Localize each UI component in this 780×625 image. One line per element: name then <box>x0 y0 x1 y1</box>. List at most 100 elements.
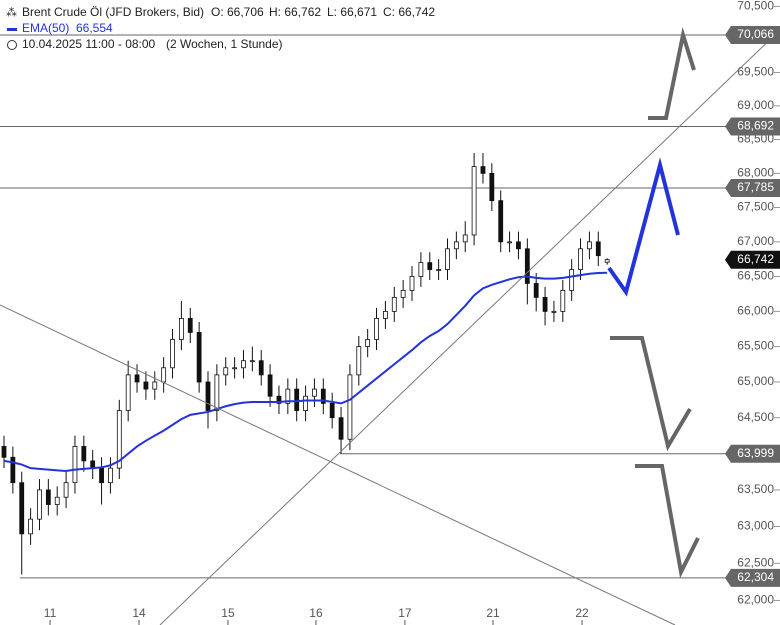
x-tick-label: 22 <box>575 606 589 620</box>
x-tick-label: 14 <box>132 606 146 620</box>
candle-body <box>116 410 122 469</box>
candle-body <box>37 489 42 520</box>
candle-body <box>427 262 433 270</box>
candle-body <box>533 283 539 298</box>
candle-body <box>99 467 104 484</box>
candle-body <box>214 374 220 411</box>
candle-body <box>462 234 468 243</box>
y-tick-label: 62,500 <box>737 556 774 570</box>
candle-body <box>560 290 566 312</box>
projection-arrow <box>648 27 696 120</box>
candle-body <box>507 241 512 244</box>
candle-body <box>19 482 25 535</box>
candle-body <box>81 446 87 462</box>
y-tick-label: 66,000 <box>737 304 774 318</box>
candle-body <box>178 318 184 340</box>
projection-arrow <box>635 464 700 579</box>
candle-body <box>196 332 202 383</box>
trendline <box>159 29 780 625</box>
candle-body <box>294 388 300 411</box>
candle-body <box>187 318 193 333</box>
icon: ⁂ <box>6 7 17 19</box>
x-tick-label: 16 <box>309 606 323 620</box>
candle-body <box>223 367 229 376</box>
candle-body <box>125 374 131 411</box>
level-label: 70,066 <box>737 27 774 41</box>
candle-body <box>383 310 388 319</box>
ema-line <box>3 271 608 473</box>
ohlc-label: C: 66,742 <box>383 5 435 19</box>
candle-body <box>516 241 521 250</box>
legend-label: EMA(50) <box>22 21 69 35</box>
candle-body <box>595 241 601 257</box>
price-labels: 70,066 68,692 67,785 63,999 62,304 66,742 <box>725 25 780 587</box>
candle-body <box>445 248 450 270</box>
level-box <box>725 444 780 463</box>
candle-body <box>241 360 246 369</box>
candle-body <box>249 360 255 363</box>
candle-body <box>63 482 69 498</box>
price-box <box>725 250 780 269</box>
candle-body <box>10 456 16 484</box>
candle-body <box>320 388 326 404</box>
candle-body <box>587 241 592 250</box>
trendline <box>0 304 676 625</box>
y-tick-label: 63,000 <box>737 519 774 533</box>
level-label: 62,304 <box>737 570 774 584</box>
candle-body <box>232 367 238 370</box>
candle-body <box>489 172 495 202</box>
chart-title: Brent Crude Öl (JFD Brokers, Bid) <box>22 5 204 19</box>
clock-icon <box>7 40 17 50</box>
candle-body <box>312 388 317 397</box>
candle-body <box>400 290 406 298</box>
candle-body <box>578 248 583 270</box>
candle-body <box>152 381 158 390</box>
projection-arrow <box>610 336 692 452</box>
candle-body <box>542 297 548 312</box>
candle-body <box>54 496 60 505</box>
legend-swatch <box>7 28 17 31</box>
candle-body <box>374 318 379 340</box>
y-tick-label: 69,000 <box>737 98 774 112</box>
candle-body <box>170 339 175 369</box>
candle-body <box>72 446 78 484</box>
candle-body <box>347 374 353 440</box>
candle-body <box>205 381 211 411</box>
level-box <box>725 117 780 136</box>
candle-body <box>418 262 424 277</box>
legend-value: 66,554 <box>76 21 113 35</box>
candle-body <box>480 166 486 174</box>
price-label: 66,742 <box>737 252 774 266</box>
y-tick-label: 66,500 <box>737 269 774 283</box>
candle-body <box>409 276 415 291</box>
level-label: 68,692 <box>737 119 774 133</box>
level-box <box>725 179 780 198</box>
x-tick-label: 17 <box>398 606 412 620</box>
y-tick-label: 69,500 <box>737 65 774 79</box>
y-tick-label: 70,500 <box>737 0 774 13</box>
ohlc-label: O: 66,706 <box>211 5 264 19</box>
candle-body <box>329 402 335 419</box>
candle-body <box>28 518 34 535</box>
date-range: 10.04.2025 11:00 - 08:00 <box>22 37 156 51</box>
y-tick-label: 67,000 <box>737 234 774 248</box>
x-tick-label: 11 <box>44 606 57 620</box>
candle-body <box>285 388 291 404</box>
candle-body <box>108 467 113 484</box>
candle-body <box>338 417 344 440</box>
y-tick-label: 68,000 <box>737 166 774 180</box>
header: ⁂ Brent Crude Öl (JFD Brokers, Bid) O: 6… <box>6 5 435 51</box>
candle-body <box>604 259 610 263</box>
y-tick-label: 65,000 <box>737 374 774 388</box>
y-tick-label: 65,500 <box>737 339 774 353</box>
y-tick-label: 64,500 <box>737 410 774 424</box>
y-tick-label: 63,500 <box>737 482 774 496</box>
candle-body <box>391 297 397 312</box>
candle-body <box>303 395 308 411</box>
candle-body <box>143 381 149 390</box>
candle-body <box>498 200 504 243</box>
candle-body <box>471 166 477 236</box>
candle-body <box>436 269 442 271</box>
